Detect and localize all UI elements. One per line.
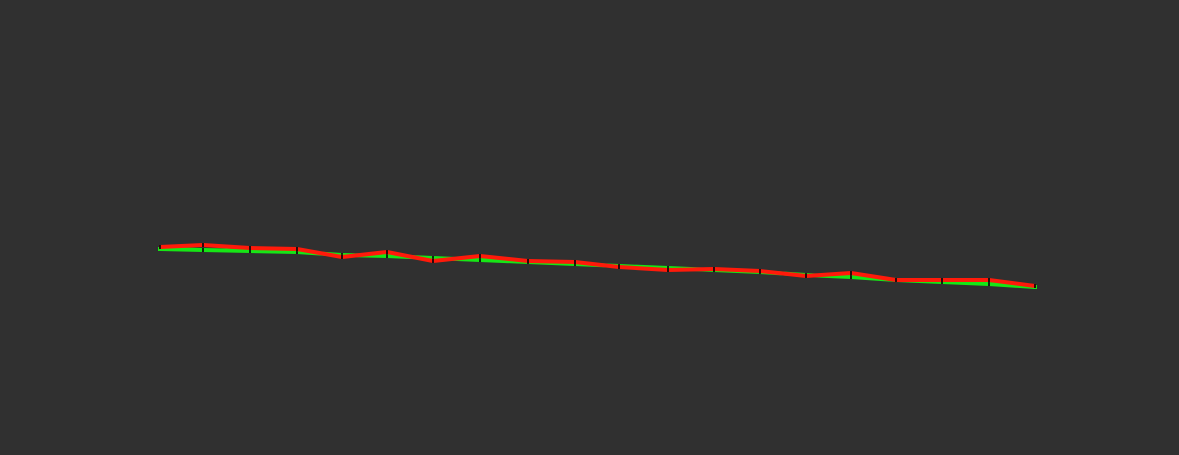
planned-path-segment (296, 247, 343, 259)
planned-path-waypoint (805, 274, 807, 278)
reference-path-waypoint (296, 250, 298, 254)
planned-path-segment (988, 278, 1036, 288)
planned-path-waypoint (479, 254, 481, 258)
planned-path-waypoint (895, 278, 897, 282)
planned-path-waypoint (759, 269, 761, 273)
planned-path-waypoint (1034, 284, 1036, 288)
planned-path-waypoint (850, 271, 852, 275)
planned-path-segment (574, 260, 620, 269)
planned-path-waypoint (667, 268, 669, 272)
reference-path (158, 247, 1037, 289)
planned-path-waypoint (159, 245, 161, 249)
planned-path-segment (713, 267, 761, 273)
reference-path-waypoint (850, 275, 852, 279)
planned-path-waypoint (988, 278, 990, 282)
planned-path-segment (341, 250, 388, 259)
reference-path-waypoint (249, 249, 251, 253)
planned-path-waypoint (713, 267, 715, 271)
reference-path-waypoint (988, 282, 990, 286)
planned-path-waypoint (574, 260, 576, 264)
planned-path-segment (202, 243, 251, 250)
reference-path-segment (941, 280, 990, 286)
planned-path-waypoint (249, 246, 251, 250)
planned-path (159, 243, 1036, 288)
planned-path-segment (249, 246, 298, 251)
planned-path-segment (432, 254, 481, 263)
reference-path-segment (202, 248, 251, 253)
reference-path-segment (249, 249, 298, 254)
planned-path-waypoint (618, 265, 620, 269)
planned-path-segment (618, 265, 669, 272)
reference-path-segment (159, 247, 204, 252)
planned-path-waypoint (432, 259, 434, 263)
planned-path-segment (667, 267, 715, 272)
planned-path-segment (805, 271, 852, 278)
reference-path-waypoint (479, 258, 481, 262)
planned-path-segment (159, 243, 204, 249)
planned-path-segment (759, 269, 807, 278)
planned-path-segment (479, 254, 529, 263)
planned-path-segment (386, 250, 434, 263)
planned-path-waypoint (202, 243, 204, 247)
reference-path-waypoint (386, 254, 388, 258)
reference-path-waypoint (432, 256, 434, 260)
reference-path-waypoint (202, 248, 204, 252)
planned-path-waypoint (941, 278, 943, 282)
planned-path-waypoint (527, 259, 529, 263)
planned-path-waypoint (296, 247, 298, 251)
planned-path-segment (527, 259, 576, 264)
planned-path-waypoint (386, 250, 388, 254)
planned-path-waypoint (341, 255, 343, 259)
planned-path-segment (850, 271, 897, 282)
